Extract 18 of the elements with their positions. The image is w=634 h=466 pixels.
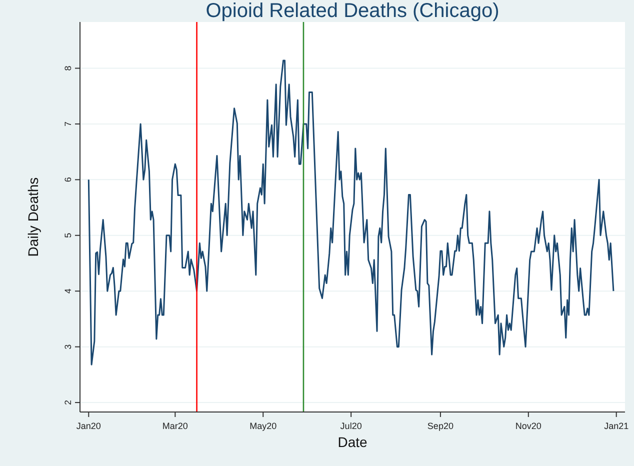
chart-title: Opioid Related Deaths (Chicago) bbox=[206, 0, 500, 22]
x-tick-label: Sep20 bbox=[427, 421, 454, 431]
y-tick-label: 6 bbox=[63, 177, 73, 182]
y-tick-label: 7 bbox=[63, 121, 73, 126]
x-tick-label: May20 bbox=[250, 421, 277, 431]
line-series bbox=[88, 60, 614, 366]
y-tick-label: 2 bbox=[63, 400, 73, 406]
x-axis-title: Date bbox=[338, 434, 368, 450]
x-tick-label: Jan21 bbox=[604, 421, 629, 431]
y-axis-title: Daily Deaths bbox=[25, 177, 41, 257]
x-tick-label: Jan20 bbox=[76, 421, 101, 431]
y-tick-label: 4 bbox=[63, 288, 73, 294]
y-tick-label: 8 bbox=[63, 66, 73, 71]
y-tick-label: 5 bbox=[63, 232, 73, 238]
y-tick-label: 3 bbox=[63, 344, 73, 350]
x-tick-label: Mar20 bbox=[162, 421, 188, 431]
x-tick-label: Jul20 bbox=[340, 421, 362, 431]
x-tick-label: Nov20 bbox=[515, 421, 542, 431]
